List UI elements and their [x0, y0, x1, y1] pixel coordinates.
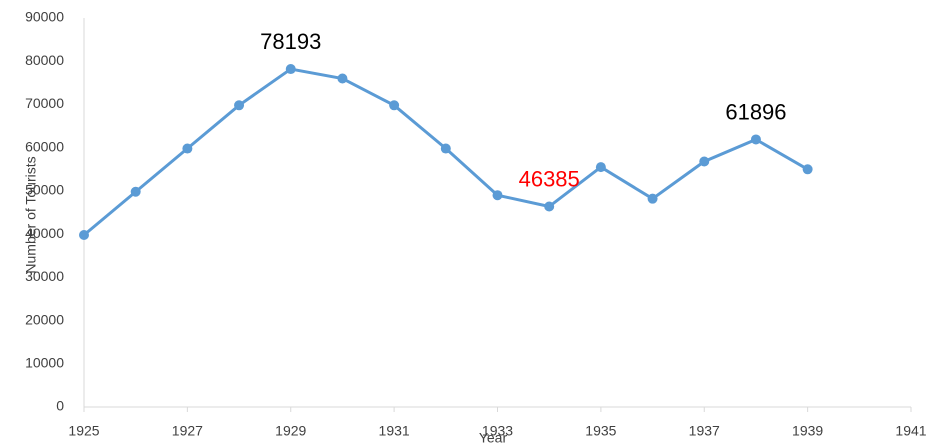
y-tick-label: 50000 [25, 182, 64, 198]
y-tick-label: 40000 [25, 225, 64, 241]
data-point [699, 156, 710, 167]
data-point [79, 229, 89, 240]
data-point [802, 164, 813, 175]
x-tick-label: 1929 [275, 423, 306, 439]
data-point [492, 190, 503, 201]
data-label: 46385 [519, 166, 580, 191]
data-point [130, 186, 141, 197]
y-tick-label: 60000 [25, 138, 64, 154]
data-point [647, 193, 658, 204]
data-label: 78193 [260, 29, 321, 54]
data-point [337, 73, 348, 84]
data-point [389, 100, 400, 111]
y-tick-label: 90000 [25, 9, 64, 25]
data-point [750, 134, 761, 145]
data-point [544, 201, 555, 212]
y-axis-label: Number of Tourists [23, 156, 39, 273]
data-point [285, 64, 296, 75]
data-point [182, 143, 193, 154]
data-label: 61896 [725, 99, 786, 124]
x-tick-label: 1941 [895, 423, 926, 439]
y-tick-label: 70000 [25, 95, 64, 111]
x-tick-label: 1927 [172, 423, 203, 439]
y-tick-label: 10000 [25, 354, 64, 370]
y-tick-label: 80000 [25, 52, 64, 68]
x-tick-label: 1933 [482, 423, 513, 439]
x-tick-label: 1925 [68, 423, 99, 439]
x-tick-label: 1937 [689, 423, 720, 439]
data-point [595, 162, 606, 173]
y-tick-label: 0 [56, 398, 64, 414]
x-tick-label: 1939 [792, 423, 823, 439]
x-tick-label: 1935 [585, 423, 616, 439]
y-tick-label: 20000 [25, 311, 64, 327]
x-axis-label: Year [479, 430, 508, 443]
data-point [440, 143, 451, 154]
x-tick-label: 1931 [379, 423, 410, 439]
y-tick-label: 30000 [25, 268, 64, 284]
data-point [234, 100, 245, 111]
